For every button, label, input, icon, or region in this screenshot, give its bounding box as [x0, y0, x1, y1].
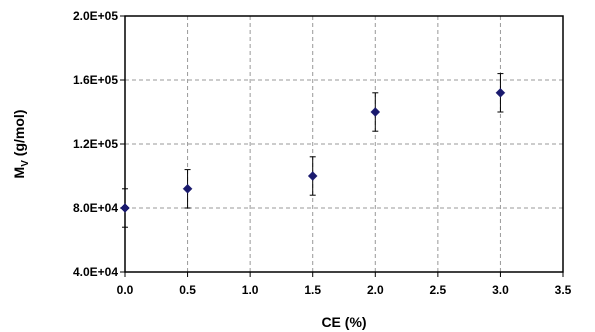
y-tick-label: 2.0E+05: [73, 9, 118, 23]
data-point: [182, 183, 193, 194]
y-axis-title: MV (g/mol): [11, 110, 31, 179]
data-point: [495, 87, 506, 98]
error-bars: [122, 73, 504, 228]
y-axis-tick-labels: 4.0E+04 8.0E+04 1.2E+05 1.6E+05 2.0E+05: [73, 9, 118, 279]
y-tick-label: 8.0E+04: [73, 201, 118, 215]
axis-ticks: [120, 15, 564, 277]
y-tick-label: 4.0E+04: [73, 265, 118, 279]
y-tick-label: 1.6E+05: [73, 73, 118, 87]
data-points: [120, 87, 506, 213]
x-tick-label: 2.5: [430, 283, 447, 297]
y-axis-title-subscript: V: [20, 160, 31, 167]
x-tick-label: 1.0: [242, 283, 259, 297]
x-tick-label: 3.0: [492, 283, 509, 297]
y-tick-label: 1.2E+05: [73, 137, 118, 151]
data-point: [120, 203, 130, 213]
y-axis-title-main: M: [11, 167, 27, 179]
data-point: [370, 107, 381, 117]
data-point: [307, 171, 318, 181]
x-tick-label: 1.5: [304, 283, 321, 297]
x-tick-label: 3.5: [555, 283, 572, 297]
x-axis-title: CE (%): [321, 314, 366, 330]
grid: [125, 16, 563, 272]
x-tick-label: 2.0: [367, 283, 384, 297]
y-axis-title-unit: (g/mol): [11, 110, 27, 161]
x-tick-label: 0.5: [179, 283, 196, 297]
x-tick-label: 0.0: [117, 283, 134, 297]
x-axis-tick-labels: 0.0 0.5 1.0 1.5 2.0 2.5 3.0 3.5: [117, 283, 572, 297]
